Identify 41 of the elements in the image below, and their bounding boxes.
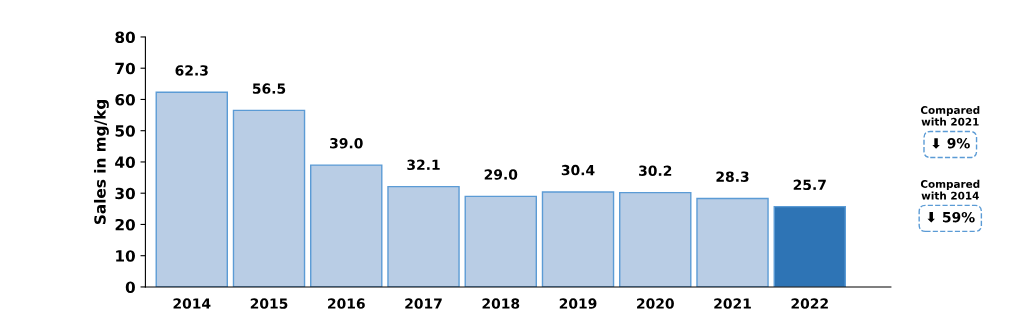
y-tick-label: 40: [115, 156, 135, 168]
data-label: 30.2: [639, 165, 672, 176]
y-tick-label: 60: [115, 93, 135, 106]
text: Compared with 2021: [920, 105, 980, 126]
text: ⬇ 59%: [927, 211, 975, 223]
data-label: 32.1: [407, 159, 440, 171]
x-tick-label: 2015: [250, 298, 288, 309]
bar: [232, 109, 306, 287]
x-tick-label: 2022: [791, 298, 828, 309]
y-tick-label: 10: [116, 250, 135, 262]
text: ⬇ 9%: [932, 138, 970, 149]
data-label: 25.7: [793, 179, 826, 191]
bar: [310, 164, 383, 287]
y-tick-label: 70: [115, 62, 135, 75]
data-label: 39.0: [330, 137, 363, 149]
bar: [541, 191, 615, 287]
bar: [464, 195, 537, 287]
x-tick-label: 2016: [328, 298, 365, 309]
bar: [619, 191, 692, 287]
x-tick-label: 2017: [405, 298, 442, 309]
x-tick-label: 2018: [482, 298, 520, 309]
text: Compared with 2014: [920, 179, 980, 200]
bar: [773, 205, 846, 287]
data-label: 28.3: [716, 171, 749, 182]
y-tick-label: 30: [115, 187, 135, 200]
y-tick-label: 80: [115, 31, 135, 43]
y-tick-label: 20: [115, 218, 135, 231]
bar: [387, 185, 460, 287]
y-axis-title: Sales in mg/kg: [93, 100, 109, 224]
y-tick-label: 50: [115, 125, 135, 137]
x-tick-label: 2014: [173, 298, 211, 309]
data-label: 62.3: [175, 65, 208, 76]
bar: [696, 197, 769, 287]
data-label: 56.5: [252, 83, 286, 94]
y-tick-label: 0: [125, 281, 135, 293]
data-label: 29.0: [484, 169, 518, 180]
x-tick-label: 2019: [559, 298, 597, 309]
x-tick-label: 2021: [714, 298, 751, 309]
x-tick-label: 2020: [637, 298, 674, 309]
data-label: 30.4: [561, 164, 595, 176]
bar: [155, 91, 228, 287]
